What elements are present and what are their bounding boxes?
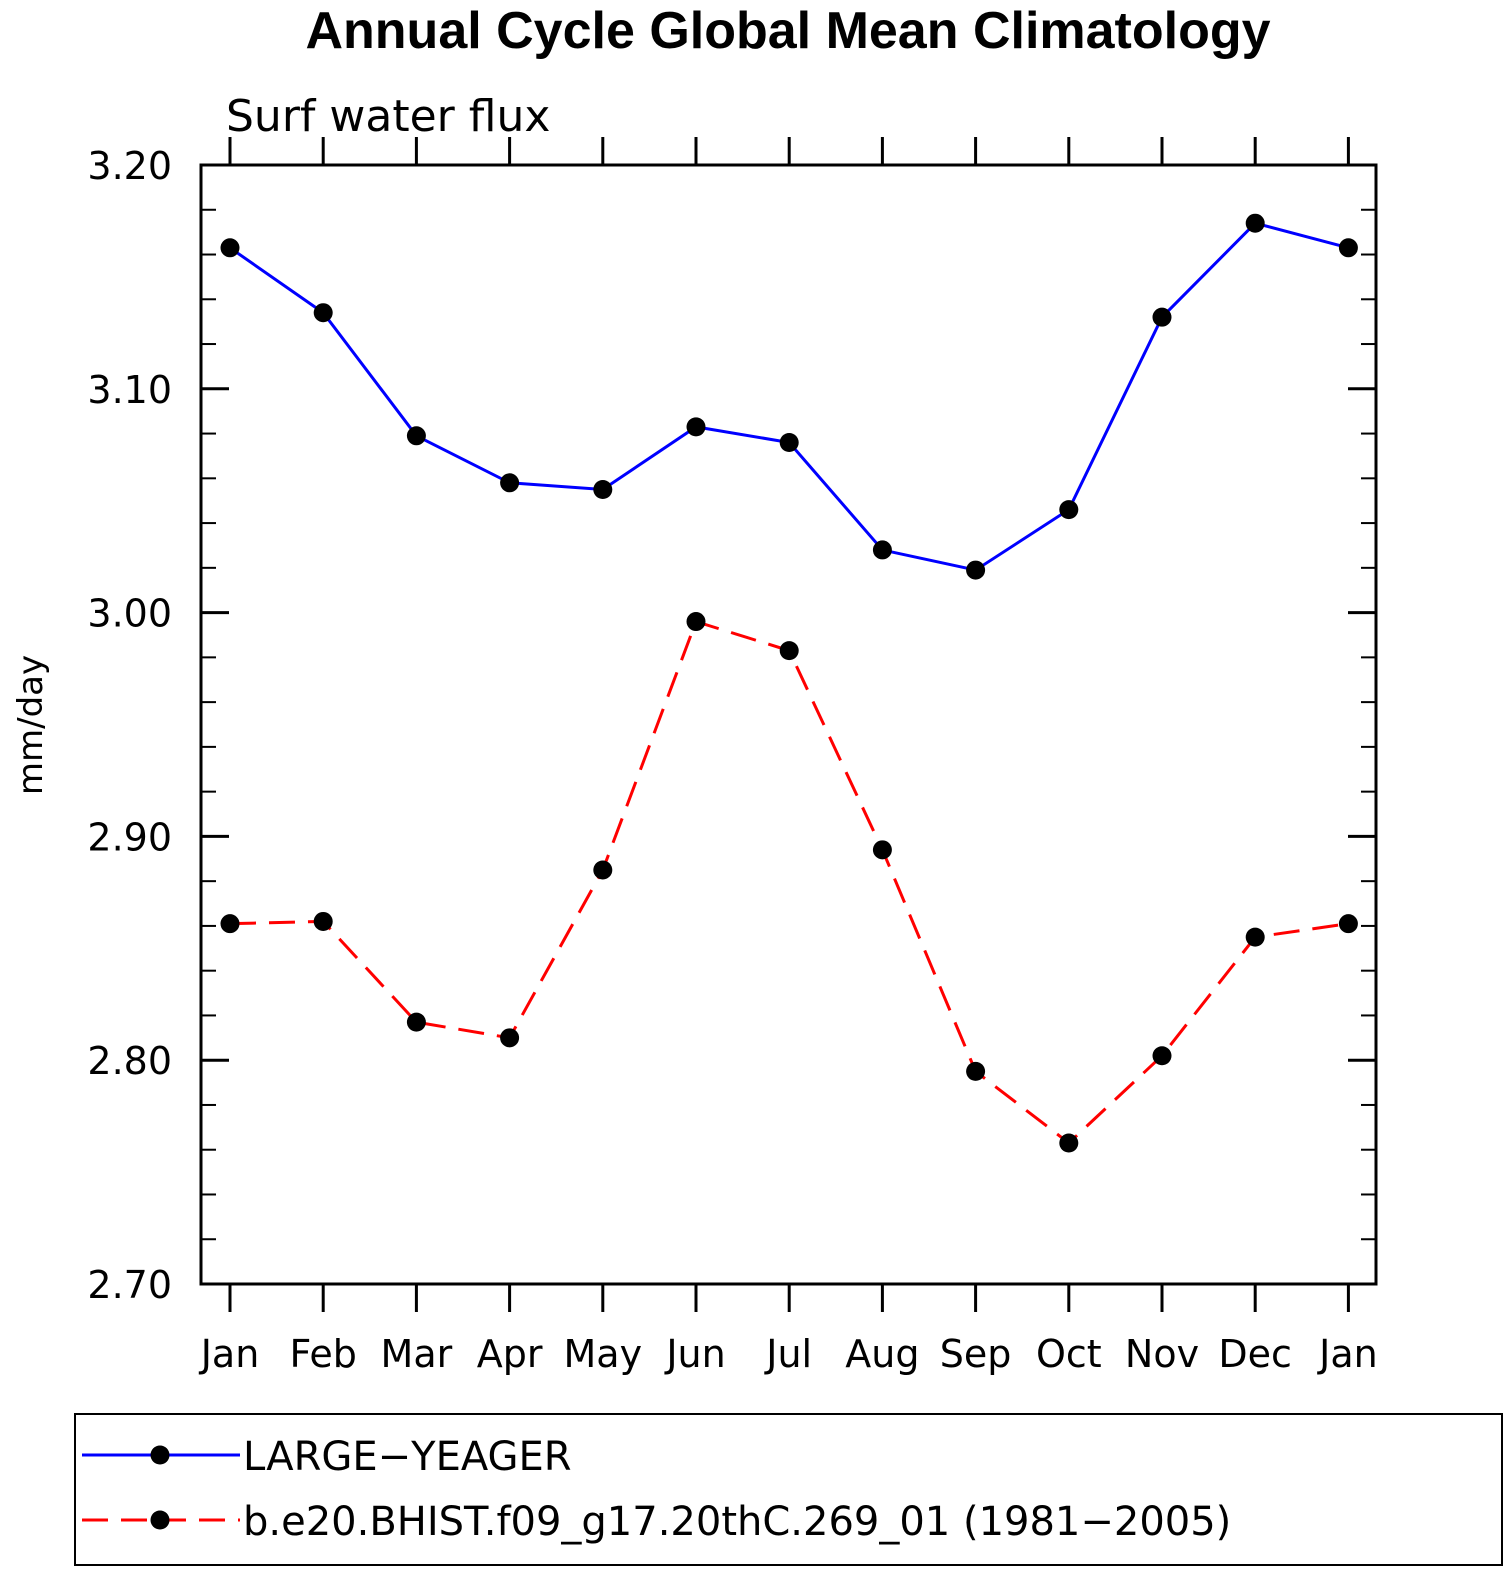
series-line xyxy=(229,221,1349,572)
x-tick-label: Jan xyxy=(199,1332,260,1376)
chart-title: Annual Cycle Global Mean Climatology xyxy=(305,2,1270,60)
y-tick-label: 3.10 xyxy=(87,368,172,412)
x-tick-label: Nov xyxy=(1125,1332,1199,1376)
y-tick-label: 3.20 xyxy=(87,144,172,188)
y-tick-label: 3.00 xyxy=(87,592,172,636)
data-point xyxy=(1059,1133,1079,1153)
data-point xyxy=(406,1012,426,1032)
data-point xyxy=(872,840,892,860)
x-tick-label: Aug xyxy=(845,1332,919,1376)
x-tick-label: Dec xyxy=(1218,1332,1292,1376)
x-tick-label: Jan xyxy=(1317,1332,1378,1376)
data-point xyxy=(313,911,333,931)
x-tick-label: Oct xyxy=(1036,1332,1102,1376)
data-point xyxy=(779,433,799,453)
legend-box xyxy=(74,1413,1503,1566)
legend-label: b.e20.BHIST.f09_g17.20thC.269_01 (1981−2… xyxy=(243,1499,1231,1545)
data-point xyxy=(1152,307,1172,327)
data-point xyxy=(686,417,706,437)
chart-subtitle: Surf water flux xyxy=(226,91,550,142)
y-axis-label: mm/day xyxy=(11,655,51,795)
data-point xyxy=(220,238,240,258)
series-line xyxy=(229,619,1349,1145)
data-point xyxy=(966,1061,986,1081)
data-point xyxy=(593,860,613,880)
data-point xyxy=(966,560,986,580)
x-tick-label: Jun xyxy=(664,1332,725,1376)
y-tick-label: 2.80 xyxy=(87,1039,172,1083)
data-point xyxy=(500,1028,520,1048)
x-tick-label: Apr xyxy=(477,1332,543,1376)
data-point xyxy=(500,473,520,493)
data-point xyxy=(686,612,706,632)
data-point xyxy=(1152,1046,1172,1066)
data-point xyxy=(872,540,892,560)
y-tick-label: 2.70 xyxy=(87,1263,172,1307)
data-point xyxy=(1245,213,1265,233)
y-tick-label: 2.90 xyxy=(87,815,172,859)
data-point xyxy=(1245,927,1265,947)
data-point xyxy=(406,426,426,446)
data-point xyxy=(779,641,799,661)
legend-marker xyxy=(150,1445,170,1465)
data-point xyxy=(1338,238,1358,258)
x-tick-label: May xyxy=(564,1332,643,1376)
legend: LARGE−YEAGER b.e20.BHIST.f09_g17.20thC.26… xyxy=(74,1413,1503,1566)
x-tick-label: Feb xyxy=(290,1332,357,1376)
x-tick-label: Sep xyxy=(940,1332,1012,1376)
data-point xyxy=(313,303,333,323)
data-point xyxy=(1338,914,1358,934)
data-point xyxy=(220,914,240,934)
data-point xyxy=(593,480,613,500)
legend-marker xyxy=(150,1510,170,1530)
data-point xyxy=(1059,500,1079,520)
x-tick-label: Mar xyxy=(381,1332,453,1376)
legend-label: LARGE−YEAGER xyxy=(243,1434,572,1480)
x-tick-label: Jul xyxy=(764,1332,812,1376)
plot-frame xyxy=(199,163,1378,1286)
plot-area: 2.70 2.80 2.90 3.00 3.10 3.20 Jan Feb Mar Apr May J… xyxy=(87,137,1378,1376)
